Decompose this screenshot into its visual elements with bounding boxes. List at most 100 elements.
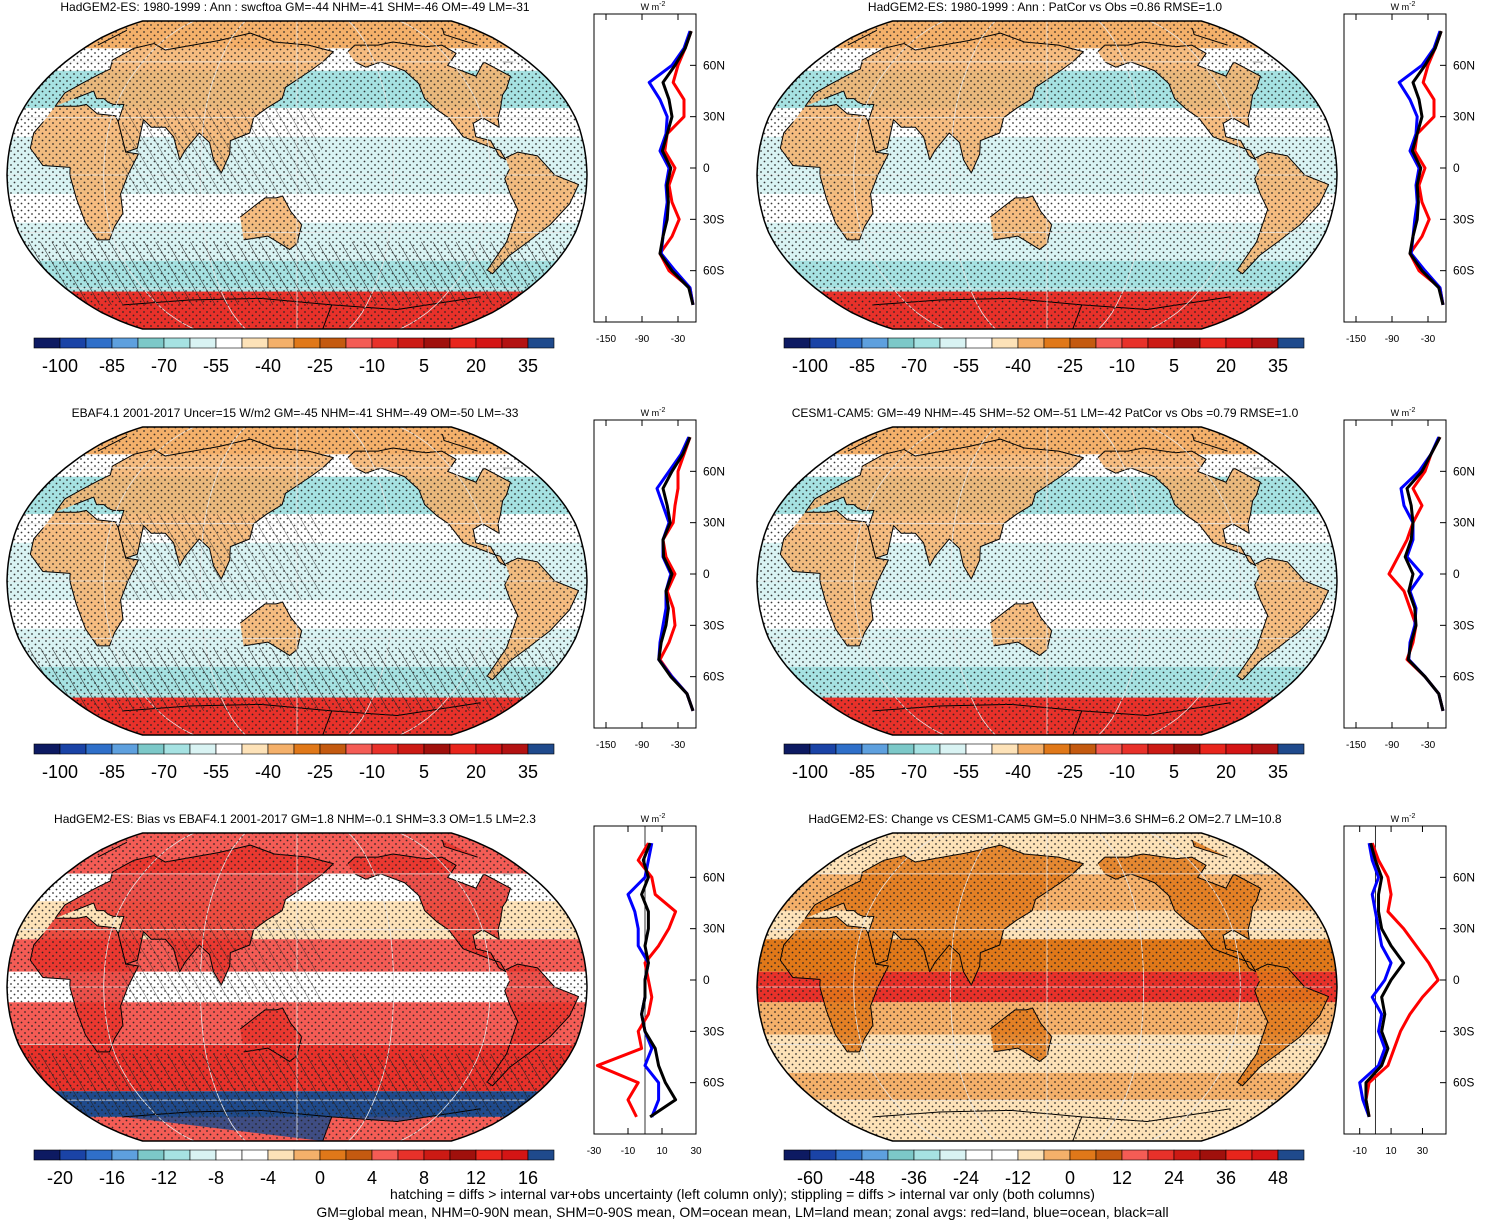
hatching [7,241,587,305]
panel-title: HadGEM2-ES: 1980-1999 : Ann : PatCor vs … [867,0,1223,14]
colorbar-swatch [345,337,373,349]
colorbar-label: -25 [1057,356,1083,376]
colorbar-label: -55 [953,762,979,782]
colorbar: -100-85-70-55-40-25-105203550 [783,743,1305,782]
colorbar-swatch [1095,1149,1123,1161]
hatching [122,514,322,601]
land-zonal-line [1364,842,1440,1118]
colorbar-swatch [1147,743,1175,755]
x-tick-label: 10 [656,1146,668,1157]
colorbar-label: -100 [42,356,78,376]
colorbar-swatch [319,1149,347,1161]
land-zonal-line [595,842,678,1118]
footer-note-1: hatching = diffs > internal var+obs unce… [390,1186,1095,1202]
stippling [757,833,1337,1141]
colorbar-swatch [1095,743,1123,755]
colorbar-swatch [215,743,243,755]
colorbar-swatch [913,743,941,755]
colorbar-swatch [501,337,529,349]
colorbar-swatch [1251,337,1279,349]
colorbar-swatch [991,337,1019,349]
lat-tick-label: 60S [703,670,724,684]
colorbar-swatch [965,743,993,755]
colorbar-swatch [861,337,889,349]
colorbar-swatch [1199,743,1227,755]
colorbar-label: -48 [849,1168,875,1188]
colorbar-swatch [939,743,967,755]
colorbar-swatch [1121,337,1149,349]
x-tick-label: -90 [1385,334,1400,345]
colorbar-swatch [501,1149,529,1161]
colorbar-label: -70 [901,762,927,782]
colorbar-label: -10 [1109,356,1135,376]
x-tick-label: -30 [671,740,686,751]
colorbar-swatch [423,743,451,755]
colorbar: -20-16-12-8-4048121620 [33,1149,555,1188]
colorbar-swatch [449,743,477,755]
colorbar-label: -40 [1005,356,1031,376]
colorbar-swatch [319,743,347,755]
colorbar-swatch [1017,743,1045,755]
x-tick-label: -90 [635,334,650,345]
colorbar-swatch [1225,743,1253,755]
colorbar-swatch [319,337,347,349]
colorbar-swatch [1173,337,1201,349]
colorbar: -100-85-70-55-40-25-105203550 [33,743,555,782]
colorbar-label: -36 [901,1168,927,1188]
colorbar-swatch [1225,337,1253,349]
colorbar-swatch [293,337,321,349]
colorbar-swatch [85,1149,113,1161]
zonal-mean-plot: W m-2 -150 -90 -30 60N 30N 0 30S 60S [1343,1,1475,345]
colorbar-swatch [783,743,811,755]
panel-6: HadGEM2-ES: Change vs CESM1-CAM5 GM=5.0 … [750,812,1485,1216]
stippling [757,21,1337,329]
colorbar-swatch [991,1149,1019,1161]
colorbar-label: 20 [1216,356,1236,376]
lat-tick-label: 60S [703,1076,724,1090]
colorbar-swatch [1095,337,1123,349]
colorbar-swatch [241,1149,269,1161]
colorbar-swatch [861,1149,889,1161]
hatching [122,108,322,195]
lat-tick-label: 60N [703,464,725,478]
colorbar-swatch [137,337,165,349]
colorbar-swatch [241,337,269,349]
colorbar-swatch [809,743,837,755]
colorbar-label: -10 [359,356,385,376]
colorbar-swatch [59,743,87,755]
colorbar-label: -100 [792,356,828,376]
colorbar-swatch [397,1149,425,1161]
all-zonal-line [640,842,678,1119]
colorbar-label: 5 [419,356,429,376]
zonal-units: W m-2 [641,1,666,12]
map-border [6,832,588,1142]
colorbar-swatch [423,337,451,349]
colorbar-swatch [965,337,993,349]
lat-tick-label: 60N [1453,464,1475,478]
world-map [6,20,588,330]
lat-tick-label: 0 [1453,161,1460,175]
colorbar-swatch [527,337,555,349]
lat-tick-label: 30S [703,212,724,226]
x-tick-label: -30 [671,334,686,345]
zonal-units: W m-2 [641,813,666,824]
colorbar-label: -70 [151,356,177,376]
colorbar-swatch [267,1149,295,1161]
colorbar-label: 35 [1268,762,1288,782]
x-tick-label: -10 [1352,1146,1367,1157]
x-tick-label: -150 [596,334,616,345]
colorbar-label: 5 [1169,356,1179,376]
colorbar-label: 12 [466,1168,486,1188]
colorbar-swatch [111,1149,139,1161]
colorbar-label: -55 [203,356,229,376]
colorbar-swatch [85,743,113,755]
panel-title: CESM1-CAM5: GM=-49 NHM=-45 SHM=-52 OM=-5… [791,406,1299,420]
x-tick-label: -150 [1346,740,1366,751]
colorbar-swatch [345,743,373,755]
colorbar-swatch [1173,1149,1201,1161]
colorbar-label: 35 [518,356,538,376]
lat-tick-label: 30N [1453,110,1475,124]
x-tick-label: -150 [1346,334,1366,345]
colorbar-label: -40 [255,762,281,782]
colorbar-swatch [887,337,915,349]
